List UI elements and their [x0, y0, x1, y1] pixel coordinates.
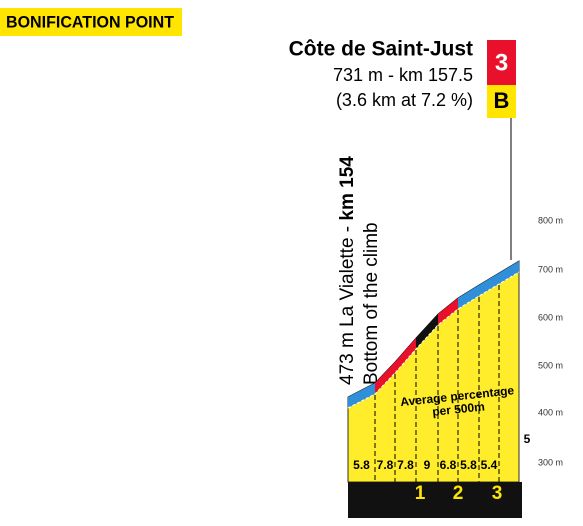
gradient-band [438, 298, 458, 325]
km-mark: 1 [415, 483, 426, 504]
km-band [348, 482, 522, 518]
gradient-band [479, 273, 499, 296]
gradient-band [458, 285, 479, 309]
start-km: km 154 [337, 156, 358, 221]
elevation-axis: 800 m 700 m 600 m 500 m 400 m 300 m [538, 215, 563, 467]
climb-stats: (3.6 km at 7.2 %) [336, 90, 473, 110]
gradient-label: 5.8 [460, 458, 477, 472]
gradient-band [416, 314, 438, 349]
gradient-band [499, 261, 519, 284]
bonus-box [487, 85, 516, 118]
category: 3 [495, 49, 508, 76]
axis-label: 800 m [538, 215, 563, 225]
gradient-band [395, 338, 416, 373]
gradient-label: 9 [424, 458, 431, 472]
start-place: 473 m La Vialette - [337, 221, 358, 385]
gradient-label: 7.8 [397, 458, 414, 472]
start-label: 473 m La Vialette - km 154 Bottom of the… [337, 156, 382, 385]
km-mark: 2 [453, 483, 464, 504]
km-mark: 3 [492, 483, 503, 504]
axis-label: 700 m [538, 264, 563, 274]
badge-bg [0, 8, 182, 36]
climb-altitude: 731 m - km 157.5 [333, 65, 473, 85]
axis-label: 600 m [538, 312, 563, 322]
axis-label: 300 m [538, 457, 563, 467]
gradient-label: 5 [524, 432, 531, 446]
caption-line: per 500m [432, 399, 486, 418]
gradient-label: 6.8 [440, 458, 457, 472]
band-edge [347, 271, 520, 409]
gradient-label: 5.4 [481, 458, 498, 472]
category-box [487, 40, 516, 85]
badge: BONIFICATION POINT [6, 12, 175, 31]
gradient-band [375, 362, 395, 394]
axis-label: 500 m [538, 360, 563, 370]
start-text: 473 m La Vialette - km 154 [337, 156, 358, 385]
bonus: B [494, 88, 510, 113]
start-note: Bottom of the climb [361, 222, 382, 385]
axis-label: 400 m [538, 407, 563, 417]
gradient-band [348, 383, 375, 408]
gradient-label: 5.8 [353, 458, 370, 472]
gradient-label: 7.8 [377, 458, 394, 472]
climb-name: Côte de Saint-Just [289, 38, 473, 61]
